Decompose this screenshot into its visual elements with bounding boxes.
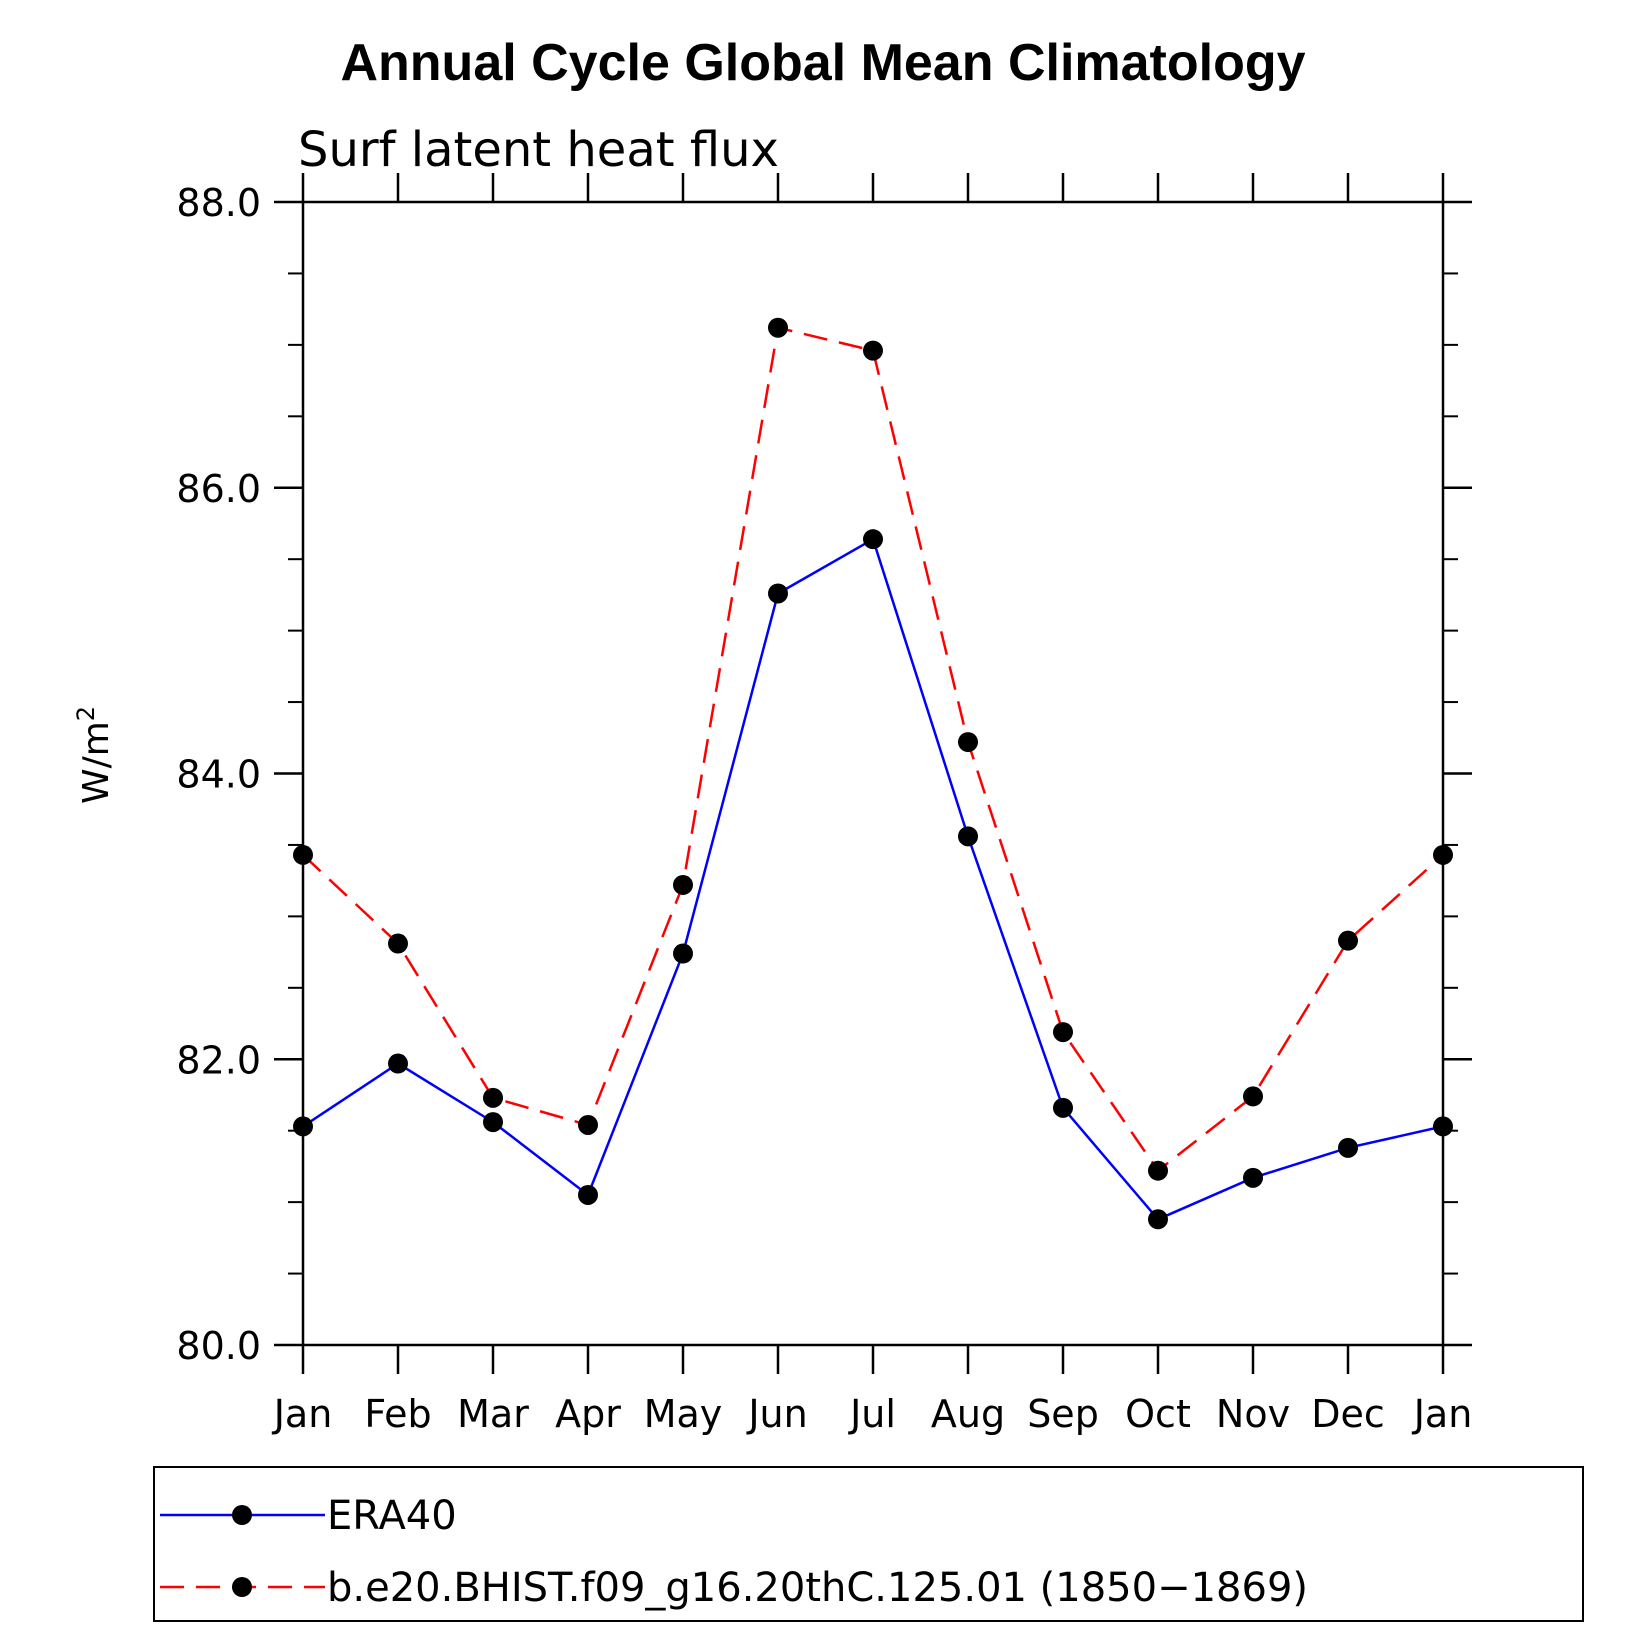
- data-point-0: [863, 529, 883, 550]
- y-tick-label: 80.0: [176, 1324, 261, 1368]
- x-tick-label: May: [644, 1392, 723, 1436]
- y-tick-label: 84.0: [176, 753, 261, 797]
- data-point-1: [1148, 1160, 1168, 1181]
- legend-box: [153, 1466, 1584, 1622]
- x-tick-label: Jan: [272, 1392, 333, 1436]
- data-point-1: [1053, 1022, 1073, 1043]
- data-point-0: [388, 1053, 408, 1074]
- x-tick-label: Feb: [364, 1392, 431, 1436]
- x-tick-label: Mar: [457, 1392, 529, 1436]
- x-tick-label: Nov: [1216, 1392, 1290, 1436]
- legend-label-1: b.e20.BHIST.f09_g16.20thC.125.01 (1850−1…: [327, 1565, 1308, 1611]
- data-point-0: [1053, 1097, 1073, 1118]
- chart-subtitle: Surf latent heat flux: [298, 122, 779, 178]
- data-point-1: [1433, 844, 1453, 865]
- data-point-1: [958, 732, 978, 753]
- plot-frame: [301, 200, 1445, 1347]
- axes: 80.0 82.0 84.0 86.0 88.0 Jan Feb Mar Apr May Jun Ju…: [176, 173, 1472, 1436]
- x-tick-label: Apr: [555, 1392, 621, 1436]
- x-tick-label: Jul: [848, 1392, 896, 1436]
- data-point-0: [1338, 1137, 1358, 1158]
- x-tick-label: Aug: [931, 1392, 1005, 1436]
- data-point-1: [578, 1114, 598, 1135]
- data-point-1: [768, 317, 788, 338]
- data-point-0: [958, 826, 978, 847]
- data-point-0: [768, 583, 788, 604]
- data-point-1: [863, 340, 883, 361]
- y-axis-label-exponent: 2: [72, 706, 100, 721]
- legend: ERA40 b.e20.BHIST.f09_g16.20thC.125.01 (1…: [153, 1466, 1584, 1622]
- legend-label-0: ERA40: [327, 1493, 457, 1539]
- x-tick-label: Sep: [1027, 1392, 1099, 1436]
- x-tick-label: Jun: [746, 1392, 807, 1436]
- series-line-1: [302, 326, 1444, 1173]
- data-point-1: [388, 933, 408, 954]
- data-point-0: [1148, 1209, 1168, 1230]
- y-tick-label: 88.0: [176, 181, 261, 225]
- y-axis-label: W/m2: [72, 706, 117, 804]
- y-axis-label-unit: W/m: [76, 721, 117, 804]
- data-point-1: [1243, 1086, 1263, 1107]
- series-layer: [293, 317, 1453, 1230]
- x-tick-label: Oct: [1125, 1392, 1191, 1436]
- data-point-0: [578, 1184, 598, 1205]
- data-point-1: [293, 844, 313, 865]
- data-point-0: [673, 943, 693, 964]
- data-point-0: [1243, 1167, 1263, 1188]
- data-point-1: [673, 874, 693, 895]
- legend-marker-0: [232, 1505, 252, 1525]
- y-tick-label: 86.0: [176, 467, 261, 511]
- series-line-0: [302, 537, 1444, 1221]
- data-point-1: [1338, 930, 1358, 951]
- x-tick-label: Jan: [1412, 1392, 1473, 1436]
- data-point-1: [483, 1087, 503, 1108]
- data-point-0: [293, 1116, 313, 1137]
- chart-title: Annual Cycle Global Mean Climatology: [340, 34, 1305, 92]
- legend-marker-1: [232, 1577, 252, 1597]
- x-tick-label: Dec: [1311, 1392, 1385, 1436]
- data-point-0: [1433, 1116, 1453, 1137]
- y-tick-label: 82.0: [176, 1038, 261, 1082]
- data-point-0: [483, 1112, 503, 1133]
